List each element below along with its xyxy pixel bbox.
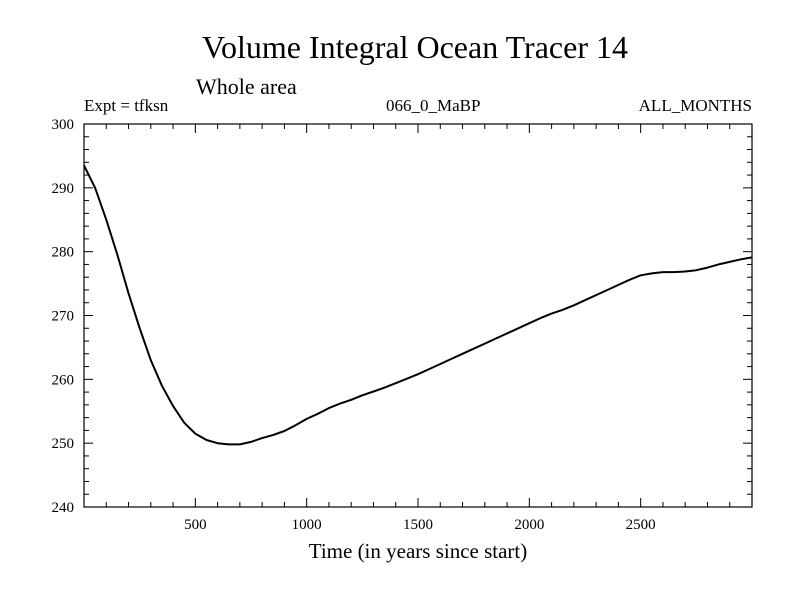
experiment-label: Expt = tfksn bbox=[84, 96, 169, 115]
months-label: ALL_MONTHS bbox=[639, 96, 752, 115]
x-tick-label: 1000 bbox=[292, 517, 322, 533]
y-tick-label: 290 bbox=[52, 181, 75, 197]
y-tick-label: 260 bbox=[52, 372, 75, 388]
x-tick-label: 2000 bbox=[514, 517, 544, 533]
chart-title: Volume Integral Ocean Tracer 14 bbox=[202, 29, 628, 65]
chart-subtitle: Whole area bbox=[196, 74, 297, 99]
y-tick-label: 300 bbox=[52, 117, 75, 133]
y-tick-label: 250 bbox=[52, 436, 75, 452]
period-label: 066_0_MaBP bbox=[386, 96, 480, 115]
y-tick-label: 280 bbox=[52, 245, 75, 261]
x-tick-label: 500 bbox=[184, 517, 207, 533]
x-tick-label: 2500 bbox=[626, 517, 656, 533]
y-tick-label: 240 bbox=[52, 500, 75, 516]
axis-ticks: 240 250 260 270 280 290 300 500 1000 1500 2000 2500 bbox=[52, 117, 752, 533]
series-layer bbox=[83, 165, 753, 446]
series-line bbox=[83, 165, 753, 446]
plot-frame bbox=[83, 123, 753, 508]
y-tick-label: 270 bbox=[52, 309, 75, 325]
x-tick-label: 1500 bbox=[403, 517, 433, 533]
x-axis-label: Time (in years since start) bbox=[309, 539, 528, 563]
